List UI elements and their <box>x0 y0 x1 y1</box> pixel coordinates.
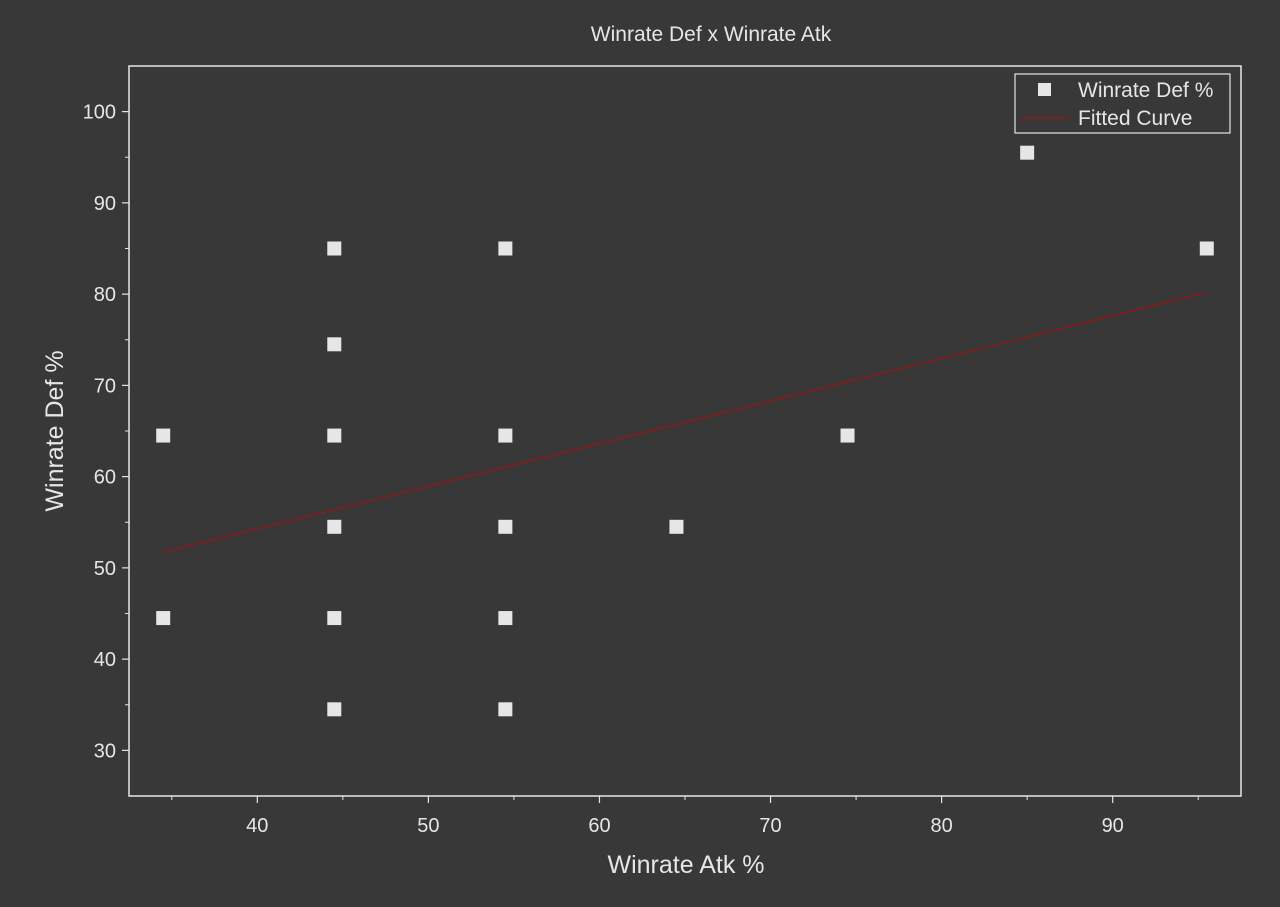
data-point <box>498 241 513 256</box>
y-axis-label: Winrate Def % <box>41 350 69 511</box>
x-axis-label: Winrate Atk % <box>608 851 765 879</box>
data-point <box>327 702 342 717</box>
y-tick-label: 60 <box>94 467 116 489</box>
data-point <box>840 428 855 443</box>
data-point <box>1199 241 1214 256</box>
x-axis: 40 50 60 70 80 90 <box>171 796 1199 837</box>
point-layer <box>156 145 1214 717</box>
x-tick-label: 40 <box>246 815 268 837</box>
y-tick-label: 100 <box>83 102 116 124</box>
data-point <box>327 241 342 256</box>
y-tick-label: 90 <box>94 193 116 215</box>
data-point <box>669 519 684 534</box>
y-tick-label: 30 <box>94 740 116 762</box>
data-point <box>1020 145 1035 160</box>
fitted-curve-line <box>163 291 1207 554</box>
y-tick-label: 70 <box>94 375 116 397</box>
legend-label-scatter: Winrate Def % <box>1078 79 1213 102</box>
data-point <box>327 428 342 443</box>
legend-marker-scatter <box>1038 83 1051 96</box>
y-axis: 30 40 50 60 70 80 90 100 <box>83 102 129 762</box>
x-tick-label: 90 <box>1102 815 1124 837</box>
x-tick-label: 50 <box>417 815 439 837</box>
fit-layer <box>163 291 1207 554</box>
data-point <box>156 428 171 443</box>
legend: Winrate Def % Fitted Curve <box>1014 73 1231 134</box>
data-point <box>498 611 513 626</box>
data-point <box>327 611 342 626</box>
data-point <box>498 702 513 717</box>
y-tick-label: 40 <box>94 649 116 671</box>
plot-frame <box>128 65 1242 797</box>
data-point <box>327 337 342 352</box>
data-point <box>498 519 513 534</box>
legend-label-fit: Fitted Curve <box>1078 107 1192 130</box>
data-point <box>498 428 513 443</box>
x-tick-label: 60 <box>588 815 610 837</box>
legend-box <box>1014 73 1231 134</box>
x-tick-label: 80 <box>930 815 952 837</box>
x-tick-label: 70 <box>759 815 781 837</box>
y-tick-label: 80 <box>94 284 116 306</box>
y-tick-label: 50 <box>94 558 116 580</box>
chart-title: Winrate Def x Winrate Atk <box>591 23 832 46</box>
data-point <box>156 611 171 626</box>
data-point <box>327 519 342 534</box>
